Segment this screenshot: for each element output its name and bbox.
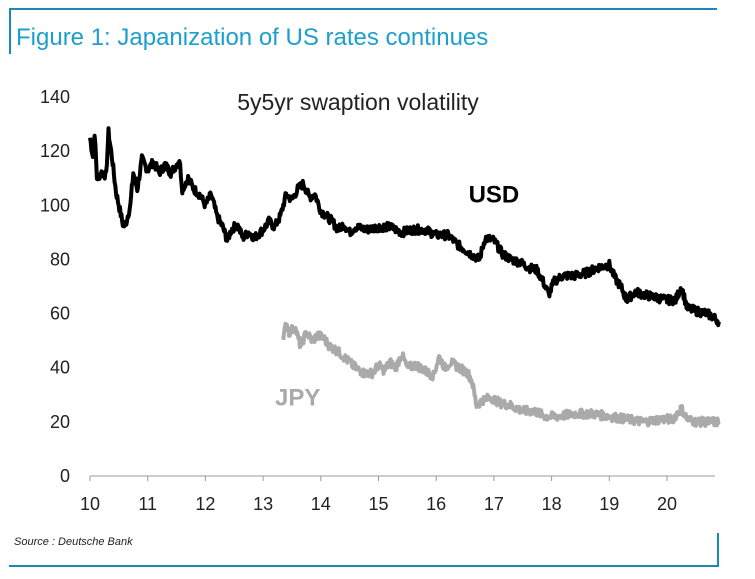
x-tick-label: 12 xyxy=(195,494,215,514)
x-tick-label: 14 xyxy=(311,494,331,514)
x-tick-label: 13 xyxy=(253,494,273,514)
x-tick-label: 16 xyxy=(426,494,446,514)
x-tick-label: 15 xyxy=(368,494,388,514)
series-label-usd: USD xyxy=(469,182,520,209)
series-label-jpy: JPY xyxy=(275,385,320,412)
x-tick-label: 18 xyxy=(542,494,562,514)
series-layer xyxy=(88,126,721,428)
y-tick-label: 20 xyxy=(50,412,70,432)
chart-title: 5y5yr swaption volatility xyxy=(237,89,479,115)
bottom-accent-bar xyxy=(717,533,719,567)
y-tick-label: 60 xyxy=(50,304,70,324)
y-tick-label: 120 xyxy=(40,141,70,161)
bottom-rule xyxy=(9,565,719,567)
x-tick-label: 19 xyxy=(599,494,619,514)
x-tick-label: 11 xyxy=(138,494,157,514)
x-tick-label: 10 xyxy=(80,494,100,514)
series-line-usd xyxy=(88,126,721,328)
y-tick-label: 140 xyxy=(40,87,70,107)
x-tick-label: 20 xyxy=(657,494,677,514)
source-note: Source : Deutsche Bank xyxy=(14,536,133,548)
x-tick-label: 17 xyxy=(484,494,504,514)
y-tick-label: 0 xyxy=(60,466,70,486)
axis-layer: 0 20 40 60 80 100 120 140 10 11 12 13 14 15 16 17 18 19 20 xyxy=(40,87,715,514)
title-accent-bar xyxy=(9,8,11,54)
series-line-jpy xyxy=(281,321,721,428)
y-tick-label: 80 xyxy=(50,249,70,269)
annotation-layer: USD JPY xyxy=(275,182,519,412)
y-tick-label: 40 xyxy=(50,358,70,378)
figure-title: Figure 1: Japanization of US rates conti… xyxy=(16,24,489,51)
y-tick-label: 100 xyxy=(40,195,70,215)
top-rule xyxy=(9,8,717,10)
